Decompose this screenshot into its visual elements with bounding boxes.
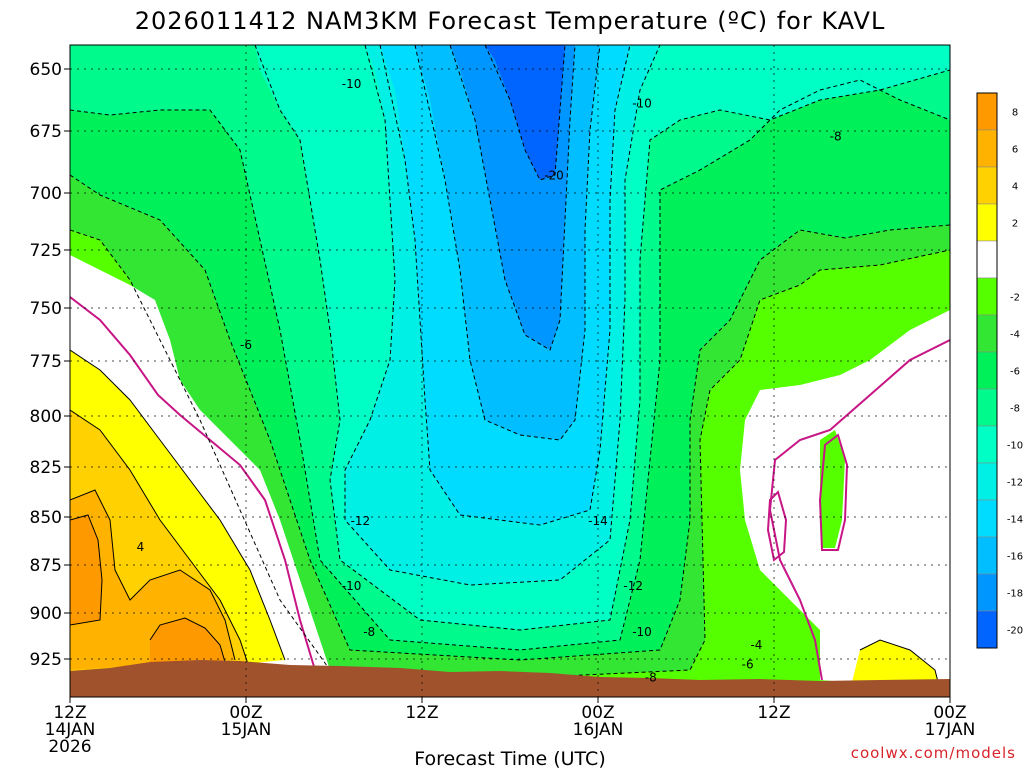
colorbar-swatch [976, 277, 998, 316]
colorbar-label: 4 [1012, 182, 1018, 193]
freezing-line-island [818, 433, 849, 551]
terrain [70, 660, 950, 697]
colorbar-swatch [976, 425, 998, 464]
fill-plus8-left [70, 515, 102, 625]
colorbar-swatch [976, 351, 998, 390]
colorbar-swatch [976, 92, 998, 131]
contour-label: -6 [742, 657, 754, 671]
freezing-line-island-2 [766, 490, 788, 562]
chart-title: 2026011412 NAM3KM Forecast Temperature (… [135, 7, 886, 35]
x-tick-label: 17JAN [925, 720, 976, 740]
y-tick-label: 800 [30, 407, 62, 427]
contour-label: -20 [544, 168, 564, 182]
contour-label: -12 [623, 579, 643, 593]
y-tick-label: 850 [30, 508, 62, 528]
colorbar-label: -10 [1007, 441, 1023, 452]
colorbar-swatch [976, 573, 998, 612]
x-tick-label: 00Z [581, 703, 614, 723]
colorbar: 8 6 4 2 -2 -4 -6 -8 -10 -12 -14 -16 -18 -20 [976, 92, 1023, 649]
contour-label: 4 [137, 540, 145, 554]
x-tick-label: 00Z [229, 703, 262, 723]
contour-label: -14 [588, 514, 608, 528]
fill-minus2-island [820, 430, 845, 548]
colorbar-label: -12 [1007, 478, 1023, 489]
plot-frame [69, 44, 951, 698]
x-tick-label: 12Z [405, 703, 438, 723]
contour-label: -10 [632, 625, 652, 639]
y-tick-label: 750 [30, 299, 62, 319]
colorbar-label: -14 [1007, 515, 1023, 526]
y-tick-label: 775 [30, 352, 62, 372]
x-tick-label: 00Z [933, 703, 966, 723]
colorbar-swatch [976, 129, 998, 168]
credit-text: coolwx.com/models [851, 744, 1016, 762]
contour-label: -12 [351, 514, 371, 528]
colorbar-swatch [976, 203, 998, 242]
x-tick-label: 14JAN [45, 720, 96, 740]
x-tick-label: 16JAN [573, 720, 624, 740]
contour-label: -6 [240, 338, 252, 352]
y-tick-label: 875 [30, 556, 62, 576]
solid-isotherms [70, 349, 941, 691]
colorbar-label: -6 [1010, 367, 1020, 378]
x-tick-label: 2026 [48, 737, 91, 757]
y-tick-label: 925 [30, 650, 62, 670]
x-axis-label: Forecast Time (UTC) [414, 748, 605, 768]
colorbar-swatch [976, 314, 998, 353]
colorbar-label: -2 [1010, 293, 1020, 304]
colorbar-swatch [976, 499, 998, 538]
contour-label: -4 [750, 638, 762, 652]
contour-labels: -10 -20 -10 -8 -6 4 -12 -14 -10 -12 -8 -10 -8 -4 -6 [137, 77, 842, 684]
y-tick-label: 900 [30, 604, 62, 624]
colorbar-label: -18 [1007, 589, 1023, 600]
contour-label: -10 [342, 579, 362, 593]
colorbar-swatch [976, 388, 998, 427]
contour-label: -8 [363, 625, 375, 639]
colorbar-label: -8 [1010, 404, 1020, 415]
y-tick-label: 675 [30, 122, 62, 142]
contour-label: -8 [830, 129, 842, 143]
x-tick-label: 12Z [757, 703, 790, 723]
y-tick-label: 725 [30, 241, 62, 261]
fill-minus20 [485, 45, 565, 180]
plot-area [70, 45, 950, 697]
x-tick-label: 12Z [53, 703, 86, 723]
colorbar-label: 2 [1012, 219, 1018, 230]
fill-plus2-right [850, 640, 940, 690]
colorbar-frame [976, 92, 998, 649]
dashed-isotherms [70, 45, 950, 679]
freezing-line-left [70, 296, 316, 671]
colorbar-label: -4 [1010, 330, 1020, 341]
colorbar-label: -20 [1007, 626, 1023, 637]
contour-label: -10 [342, 77, 362, 91]
y-tick-label: 700 [30, 184, 62, 204]
colorbar-swatch [976, 462, 998, 501]
colorbar-swatch [976, 166, 998, 205]
y-tick-label: 650 [30, 60, 62, 80]
colorbar-label: 6 [1012, 145, 1018, 156]
colorbar-swatch [976, 536, 998, 575]
contour-label: -10 [632, 97, 652, 111]
colorbar-label: 8 [1012, 108, 1018, 119]
colorbar-swatch [976, 610, 998, 649]
contour-label: -8 [645, 670, 657, 684]
colorbar-label: -16 [1007, 552, 1023, 563]
x-tick-label: 15JAN [221, 720, 272, 740]
y-axis: 650 675 700 725 750 775 800 825 850 875 900 925 [30, 60, 70, 670]
y-tick-label: 825 [30, 458, 62, 478]
colorbar-swatch [976, 240, 998, 279]
